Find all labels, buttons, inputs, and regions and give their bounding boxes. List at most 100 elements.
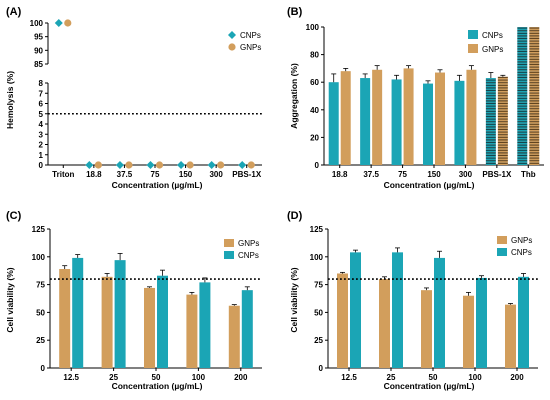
y-tick-label: 50 [36,308,45,317]
y-tick-label: 25 [314,336,323,345]
gnps-bar [497,76,508,165]
panel-b-marks [328,27,540,165]
gnps-bar [340,71,351,165]
panel-b-legend: CNPs GNPs [468,30,503,54]
cnps-data-point [54,19,63,27]
y-tick-label: 1 [39,151,44,160]
legend-cnps-swatch [468,30,478,39]
panel-b-ylabel: Aggregation (%) [289,63,299,129]
y-tick-label: 100 [306,23,320,32]
cnps-data-point [115,161,124,169]
gnps-data-point [64,19,72,27]
y-tick-label: 75 [314,281,323,290]
legend-gnps-label: GNPs [240,43,261,52]
y-tick-label: 20 [310,133,319,142]
x-tick-label: 12.5 [63,373,79,382]
panel-c-legend: GNPs CNPs [224,239,259,260]
panel-c: (C) Cell viability (%) Concentration (µg… [5,210,262,391]
panel-d: (D) Cell viability (%) Concentration (µg… [287,210,538,391]
cnps-bar [434,257,445,368]
panel-d-marks [328,247,538,368]
panel-d-legend: GNPs CNPs [497,236,532,257]
legend-gnps-circle-marker [228,43,236,51]
panel-b: (B) Aggregation (%) Concentration (µg/mL… [287,6,544,190]
y-tick-label: 4 [39,120,44,129]
cnps-bar [114,260,126,368]
legend-cnps-label: CNPs [511,248,532,257]
y-tick-label: 100 [310,253,324,262]
x-tick-label: PBS-1X [482,170,512,179]
y-tick-label: 100 [30,19,44,28]
legend-gnps-label: GNPs [238,239,259,248]
y-tick-label: 6 [39,100,44,109]
x-tick-label: 300 [209,170,223,179]
y-tick-label: 125 [310,225,324,234]
x-tick-label: 37.5 [363,170,379,179]
panel-c-ylabel: Cell viability (%) [5,267,15,332]
y-tick-label: 2 [39,141,44,150]
gnps-data-point [217,161,225,169]
panel-label-a: (A) [6,6,22,18]
cnps-bar [199,282,211,368]
x-tick-label: 50 [429,373,438,382]
cnps-bar [485,78,496,165]
legend-gnps-label: GNPs [482,45,503,54]
y-tick-label: 8 [39,79,44,88]
x-tick-label: 300 [459,170,473,179]
x-tick-label: 100 [192,373,206,382]
cnps-bar [157,275,168,368]
legend-cnps-diamond-marker [228,31,236,39]
gnps-bar [101,276,113,368]
gnps-bar [337,273,348,368]
y-tick-label: 75 [36,281,45,290]
panel-a-ylabel: Hemolysis (%) [5,71,15,129]
x-tick-label: PBS-1X [232,170,262,179]
cnps-bar [476,277,487,368]
x-tick-label: 18.8 [86,170,102,179]
x-tick-label: 150 [427,170,441,179]
legend-gnps-label: GNPs [511,236,532,245]
legend-cnps-swatch [497,248,507,256]
x-tick-label: 25 [109,373,118,382]
cnps-bar [518,276,529,368]
x-tick-label: 25 [387,373,396,382]
y-tick-label: 40 [310,106,319,115]
gnps-data-point [125,161,133,169]
x-tick-label: 100 [468,373,482,382]
y-tick-label: 95 [34,33,43,42]
cnps-bar [72,257,84,368]
y-tick-label: 0 [41,364,46,373]
x-tick-label: 37.5 [117,170,133,179]
legend-cnps-label: CNPs [238,251,259,260]
gnps-data-point [94,161,102,169]
cnps-bar [241,290,253,368]
y-tick-label: 90 [34,46,43,55]
x-tick-label: 50 [152,373,161,382]
y-tick-label: 50 [314,308,323,317]
panel-c-xlabel: Concentration (µg/mL) [112,381,203,391]
x-tick-label: Triton [52,170,74,179]
legend-gnps-swatch [497,236,507,244]
panel-a-legend: CNPs GNPs [228,31,261,52]
gnps-bar [59,269,71,368]
panel-a-marks [54,19,255,169]
panel-d-xlabel: Concentration (µg/mL) [384,381,475,391]
gnps-data-point [186,161,194,169]
legend-gnps-swatch [224,239,234,247]
y-tick-label: 85 [34,60,43,69]
y-tick-label: 0 [319,364,324,373]
cnps-bar [360,78,371,165]
cnps-data-point [207,161,216,169]
panel-d-ylabel: Cell viability (%) [289,267,299,332]
cnps-data-point [238,161,247,169]
y-tick-label: 60 [310,78,319,87]
x-tick-label: 12.5 [341,373,357,382]
x-tick-label: 75 [398,170,407,179]
y-tick-label: 25 [36,336,45,345]
panel-c-marks [50,253,262,368]
panel-d-axes: 0 25 50 75 100 125 12.5 25 50 100 200 [310,225,538,382]
cnps-bar [328,82,339,165]
x-tick-label: 150 [179,170,193,179]
